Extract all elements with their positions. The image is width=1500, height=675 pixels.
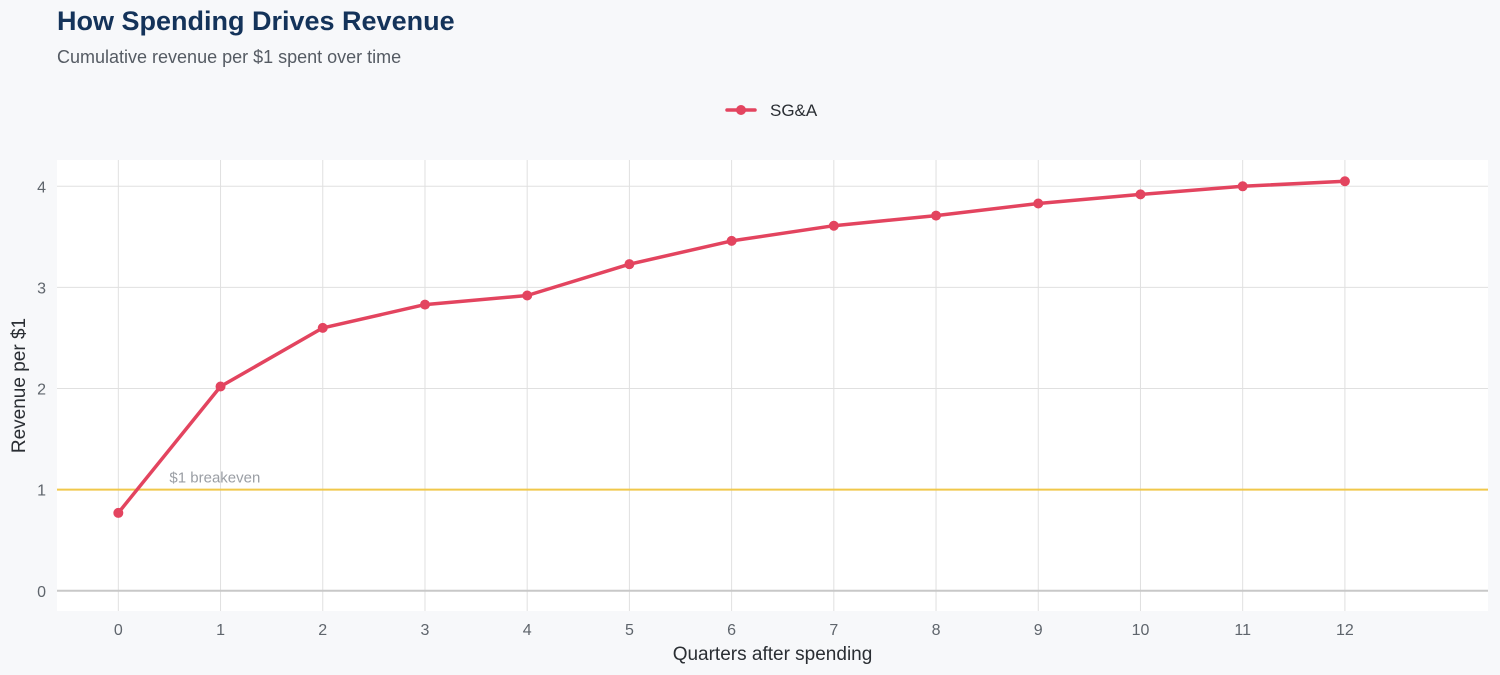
data-point xyxy=(1237,181,1248,192)
data-point xyxy=(726,235,737,246)
x-tick-label: 12 xyxy=(1336,622,1354,639)
legend-label-sga: SG&A xyxy=(770,101,818,120)
x-tick-label: 5 xyxy=(625,622,634,639)
data-point xyxy=(931,210,942,221)
x-tick-label: 9 xyxy=(1034,622,1043,639)
plot-panel xyxy=(57,160,1488,611)
x-tick-label: 7 xyxy=(829,622,838,639)
y-tick-label: 2 xyxy=(37,382,46,399)
breakeven-label: $1 breakeven xyxy=(169,470,260,487)
data-point xyxy=(1135,189,1146,200)
x-tick-label: 0 xyxy=(114,622,123,639)
y-tick-label: 4 xyxy=(37,179,46,196)
data-point xyxy=(1339,176,1350,187)
x-tick-label: 6 xyxy=(727,622,736,639)
data-point xyxy=(317,322,328,333)
x-tick-label: 1 xyxy=(216,622,225,639)
x-tick-label: 11 xyxy=(1234,622,1251,639)
data-point xyxy=(215,381,226,392)
x-tick-label: 10 xyxy=(1132,622,1150,639)
x-tick-label: 3 xyxy=(421,622,430,639)
data-point xyxy=(522,290,533,301)
legend-swatch-marker xyxy=(736,105,746,115)
chart-title: How Spending Drives Revenue xyxy=(57,6,455,36)
x-tick-label: 2 xyxy=(318,622,327,639)
y-tick-label: 3 xyxy=(37,280,46,297)
data-point xyxy=(1033,198,1044,209)
data-point xyxy=(419,299,430,310)
x-tick-label: 8 xyxy=(932,622,941,639)
y-axis-title: Revenue per $1 xyxy=(9,318,30,453)
y-tick-label: 0 xyxy=(37,584,46,601)
data-point xyxy=(828,220,839,231)
x-tick-label: 4 xyxy=(523,622,532,639)
x-axis-title: Quarters after spending xyxy=(673,644,873,665)
data-point xyxy=(624,259,635,270)
y-tick-label: 1 xyxy=(37,483,46,500)
chart-subtitle: Cumulative revenue per $1 spent over tim… xyxy=(57,47,402,67)
data-point xyxy=(113,507,124,518)
